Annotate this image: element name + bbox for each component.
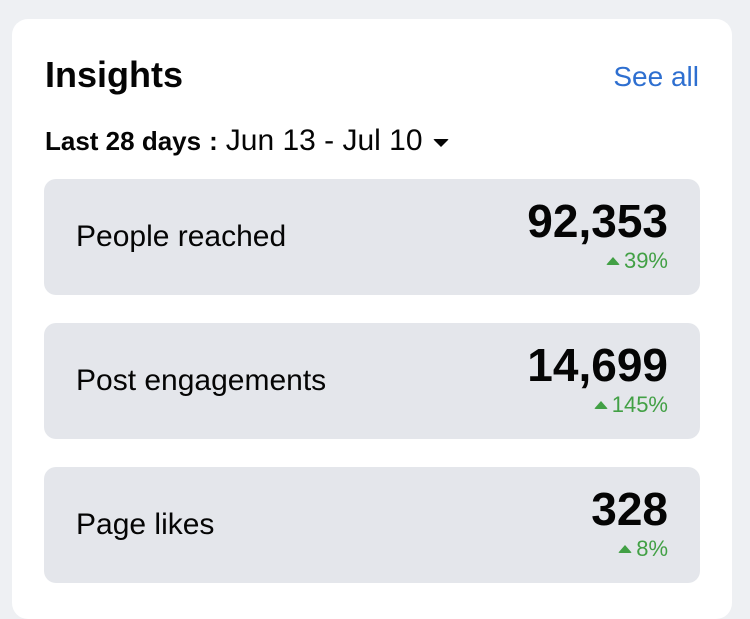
metric-change: 145% [593, 392, 668, 418]
date-range-selector[interactable]: Last 28 days : Jun 13 - Jul 10 [45, 123, 449, 159]
arrow-up-icon [618, 545, 633, 553]
caret-down-icon [432, 139, 449, 147]
metric-change: 39% [605, 248, 668, 274]
insights-header: Insights See all [12, 19, 732, 129]
arrow-up-icon [593, 401, 608, 409]
see-all-link[interactable]: See all [613, 61, 699, 92]
metric-post-engagements[interactable]: Post engagements 14,699 145% [44, 323, 700, 439]
metric-label: People reached [76, 220, 287, 253]
insights-title: Insights [45, 54, 184, 95]
metric-page-likes[interactable]: Page likes 328 8% [44, 467, 700, 583]
metric-change-value: 145% [611, 392, 668, 417]
metric-value: 14,699 [527, 339, 668, 391]
date-range-label: Last 28 days [45, 125, 202, 156]
date-range-value: Jun 13 - Jul 10 [225, 124, 423, 157]
metric-change: 8% [618, 536, 668, 562]
metric-change-value: 8% [636, 536, 668, 561]
metric-label: Page likes [76, 508, 215, 541]
metric-label: Post engagements [76, 364, 327, 397]
metric-change-value: 39% [623, 248, 668, 273]
insights-card: Insights See all Last 28 days : Jun 13 -… [12, 19, 732, 619]
date-range-separator: : [209, 125, 218, 156]
metric-value: 328 [591, 483, 668, 535]
arrow-up-icon [605, 257, 620, 265]
metric-value: 92,353 [527, 195, 668, 247]
metric-people-reached[interactable]: People reached 92,353 39% [44, 179, 700, 295]
